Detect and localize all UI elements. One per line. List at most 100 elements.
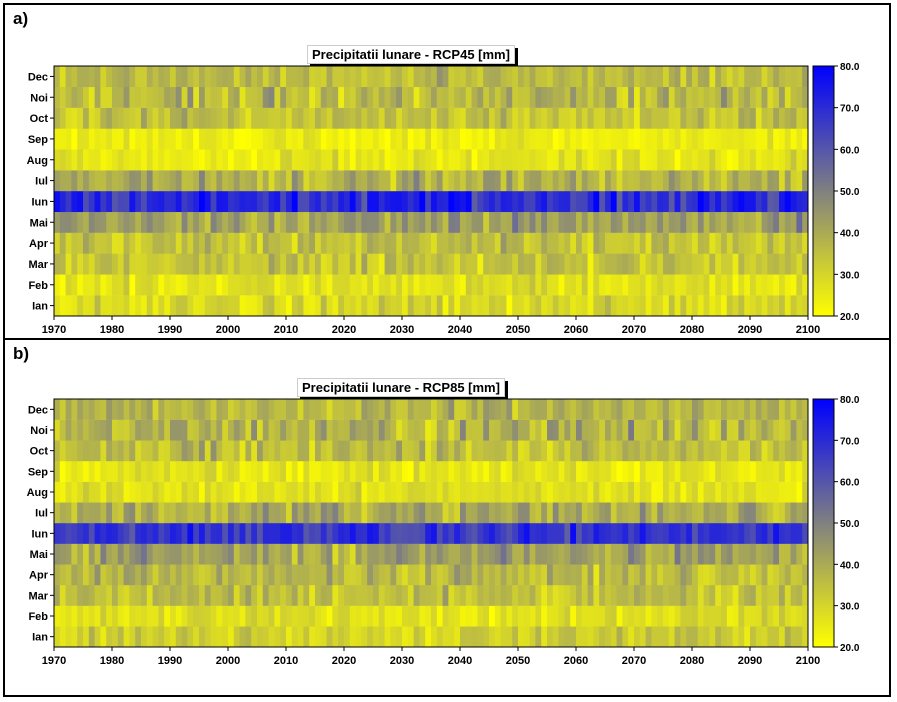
- heatmap-cell: [402, 170, 409, 192]
- heatmap-cell: [286, 502, 293, 524]
- heatmap-cell: [645, 170, 652, 192]
- heatmap-cell: [141, 605, 148, 627]
- heatmap-cell: [657, 128, 664, 150]
- heatmap-cell: [541, 481, 548, 503]
- heatmap-cell: [94, 440, 101, 462]
- heatmap-cell: [361, 440, 368, 462]
- heatmap-cell: [680, 440, 687, 462]
- heatmap-cell: [645, 564, 652, 586]
- heatmap-cell: [802, 399, 809, 420]
- heatmap-cell: [117, 66, 124, 88]
- heatmap-cell: [309, 107, 316, 129]
- heatmap-cell: [552, 149, 559, 171]
- heatmap-cell: [610, 66, 617, 88]
- heatmap-cell: [529, 419, 536, 441]
- heatmap-cell: [187, 440, 194, 462]
- heatmap-cell: [326, 461, 333, 482]
- heatmap-cell: [558, 274, 565, 296]
- heatmap-cell: [547, 107, 554, 129]
- heatmap-cell: [460, 232, 467, 254]
- heatmap-cell: [199, 191, 206, 213]
- heatmap-cell: [407, 274, 414, 296]
- heatmap-cell: [651, 440, 658, 462]
- heatmap-cell: [680, 523, 687, 544]
- heatmap-cell: [436, 523, 443, 544]
- heatmap-cell: [309, 626, 316, 648]
- heatmap-cell: [187, 149, 194, 171]
- heatmap-cell: [552, 66, 559, 88]
- heatmap-cell: [361, 461, 368, 482]
- heatmap-cell: [460, 399, 467, 420]
- heatmap-cell: [106, 274, 113, 296]
- heatmap-cell: [158, 86, 165, 108]
- heatmap-cell: [610, 523, 617, 544]
- heatmap-cell: [361, 274, 368, 296]
- heatmap-cell: [320, 211, 327, 233]
- heatmap-cell: [210, 66, 217, 88]
- heatmap-cell: [309, 419, 316, 441]
- heatmap-cell: [181, 419, 188, 441]
- heatmap-cell: [558, 128, 565, 150]
- heatmap-cell: [117, 295, 124, 317]
- heatmap-cell: [303, 191, 310, 213]
- heatmap-cell: [187, 191, 194, 213]
- heatmap-cell: [425, 253, 432, 275]
- heatmap-cell: [512, 253, 519, 275]
- heatmap-cell: [599, 461, 606, 482]
- heatmap-cell: [262, 170, 269, 192]
- heatmap-cell: [245, 543, 252, 565]
- heatmap-cell: [547, 170, 554, 192]
- heatmap-cell: [187, 232, 194, 254]
- heatmap-cell: [355, 66, 362, 88]
- heatmap-cell: [431, 461, 438, 482]
- heatmap-cell: [558, 543, 565, 565]
- heatmap-cell: [721, 502, 728, 524]
- colorbar-tick-label: 20.0: [840, 312, 860, 323]
- heatmap-cell: [245, 107, 252, 129]
- heatmap-cell: [599, 502, 606, 524]
- heatmap-cell: [106, 605, 113, 627]
- heatmap-cell: [146, 149, 153, 171]
- heatmap-cell: [674, 232, 681, 254]
- heatmap-cell: [715, 481, 722, 503]
- heatmap-cell: [210, 274, 217, 296]
- heatmap-cell: [726, 253, 733, 275]
- heatmap-cell: [668, 481, 675, 503]
- heatmap-cell: [471, 502, 478, 524]
- heatmap-cell: [500, 274, 507, 296]
- heatmap-cell: [396, 399, 403, 420]
- heatmap-cell: [309, 523, 316, 544]
- heatmap-cell: [251, 253, 258, 275]
- heatmap-cell: [796, 523, 803, 544]
- heatmap-cell: [303, 481, 310, 503]
- heatmap-cell: [761, 626, 768, 648]
- heatmap-cell: [344, 543, 351, 565]
- heatmap-cell: [373, 585, 380, 606]
- heatmap-cell: [460, 585, 467, 606]
- heatmap-cell: [645, 107, 652, 129]
- heatmap-cell: [709, 253, 716, 275]
- heatmap-cell: [228, 107, 235, 129]
- heatmap-cell: [94, 274, 101, 296]
- heatmap-cell: [680, 107, 687, 129]
- heatmap-cell: [106, 481, 113, 503]
- heatmap-cell: [755, 440, 762, 462]
- heatmap-cell: [77, 149, 84, 171]
- heatmap-cell: [135, 543, 142, 565]
- heatmap-cell: [164, 440, 171, 462]
- heatmap-cell: [117, 461, 124, 482]
- heatmap-cell: [471, 170, 478, 192]
- heatmap-cell: [280, 585, 287, 606]
- heatmap-cell: [332, 461, 339, 482]
- heatmap-cell: [709, 523, 716, 544]
- heatmap-cell: [378, 461, 385, 482]
- heatmap-cell: [117, 149, 124, 171]
- heatmap-cell: [541, 440, 548, 462]
- heatmap-cell: [100, 232, 107, 254]
- heatmap-cell: [204, 170, 211, 192]
- heatmap-cell: [123, 232, 130, 254]
- heatmap-cell: [541, 211, 548, 233]
- heatmap-cell: [523, 440, 530, 462]
- heatmap-cell: [802, 440, 809, 462]
- colorbar-tick-label: 40.0: [840, 560, 860, 571]
